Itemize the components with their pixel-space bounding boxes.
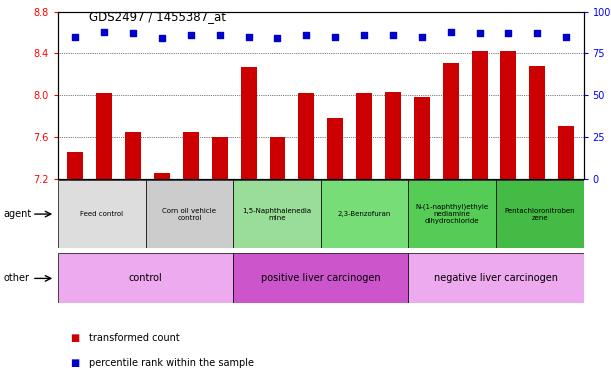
Text: control: control xyxy=(129,273,163,283)
Bar xyxy=(327,118,343,179)
Bar xyxy=(414,97,430,179)
Bar xyxy=(500,51,516,179)
Point xyxy=(562,33,571,40)
Bar xyxy=(145,180,233,248)
Text: ■: ■ xyxy=(70,333,79,343)
Bar xyxy=(356,93,372,179)
Point xyxy=(186,32,196,38)
Bar xyxy=(154,173,170,179)
Point xyxy=(475,30,485,36)
Point xyxy=(100,28,109,35)
Bar xyxy=(233,180,321,248)
Text: ■: ■ xyxy=(70,358,79,368)
Bar xyxy=(233,253,408,303)
Text: negative liver carcinogen: negative liver carcinogen xyxy=(434,273,558,283)
Bar xyxy=(496,180,584,248)
Text: Corn oil vehicle
control: Corn oil vehicle control xyxy=(163,208,216,220)
Text: Feed control: Feed control xyxy=(80,211,123,217)
Bar xyxy=(183,132,199,179)
Text: GDS2497 / 1455387_at: GDS2497 / 1455387_at xyxy=(89,10,225,23)
Bar xyxy=(212,137,228,179)
Point xyxy=(359,32,369,38)
Point xyxy=(301,32,311,38)
Point xyxy=(503,30,513,36)
Point xyxy=(70,33,80,40)
Point xyxy=(273,35,282,41)
Text: other: other xyxy=(3,273,29,283)
Bar xyxy=(125,132,141,179)
Bar xyxy=(58,180,145,248)
Point xyxy=(388,32,398,38)
Text: transformed count: transformed count xyxy=(89,333,180,343)
Text: agent: agent xyxy=(3,209,31,219)
Text: N-(1-naphthyl)ethyle
nediamine
dihydrochloride: N-(1-naphthyl)ethyle nediamine dihydroch… xyxy=(415,204,489,224)
Bar xyxy=(472,51,488,179)
Bar xyxy=(298,93,314,179)
Bar xyxy=(67,152,83,179)
Point xyxy=(532,30,542,36)
Text: positive liver carcinogen: positive liver carcinogen xyxy=(261,273,381,283)
Point xyxy=(417,33,426,40)
Text: 1,5-Naphthalenedia
mine: 1,5-Naphthalenedia mine xyxy=(243,208,312,220)
Point xyxy=(331,33,340,40)
Text: 2,3-Benzofuran: 2,3-Benzofuran xyxy=(338,211,391,217)
Bar xyxy=(443,63,459,179)
Bar xyxy=(408,253,584,303)
Text: percentile rank within the sample: percentile rank within the sample xyxy=(89,358,254,368)
Text: Pentachloronitroben
zene: Pentachloronitroben zene xyxy=(505,208,575,220)
Bar xyxy=(385,92,401,179)
Bar xyxy=(58,253,233,303)
Point xyxy=(244,33,254,40)
Bar xyxy=(529,66,545,179)
Bar xyxy=(321,180,408,248)
Bar xyxy=(558,126,574,179)
Point xyxy=(128,30,138,36)
Bar xyxy=(408,180,496,248)
Bar xyxy=(241,67,257,179)
Point xyxy=(215,32,225,38)
Bar xyxy=(269,137,285,179)
Bar xyxy=(97,93,112,179)
Point xyxy=(446,28,456,35)
Point xyxy=(157,35,167,41)
